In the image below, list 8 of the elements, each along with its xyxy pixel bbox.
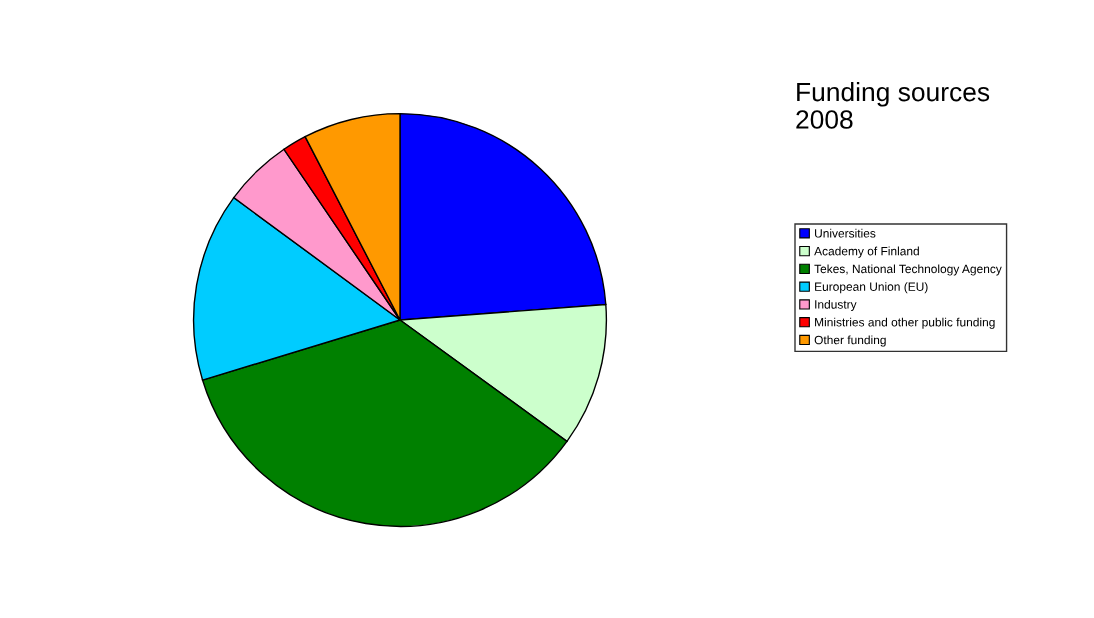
legend-label: Other funding (814, 335, 886, 347)
legend-label: European Union (EU) (815, 282, 928, 294)
legend-label: Industry (815, 299, 857, 312)
legend-label: Universities (815, 228, 876, 238)
legend-label: Academy of Finland (814, 246, 919, 258)
legend-label: Ministries and other public funding (815, 317, 995, 329)
chart-title: Funding sources 2008 (796, 82, 990, 129)
legend-label: Tekes, National Technology Agency (814, 264, 1002, 276)
